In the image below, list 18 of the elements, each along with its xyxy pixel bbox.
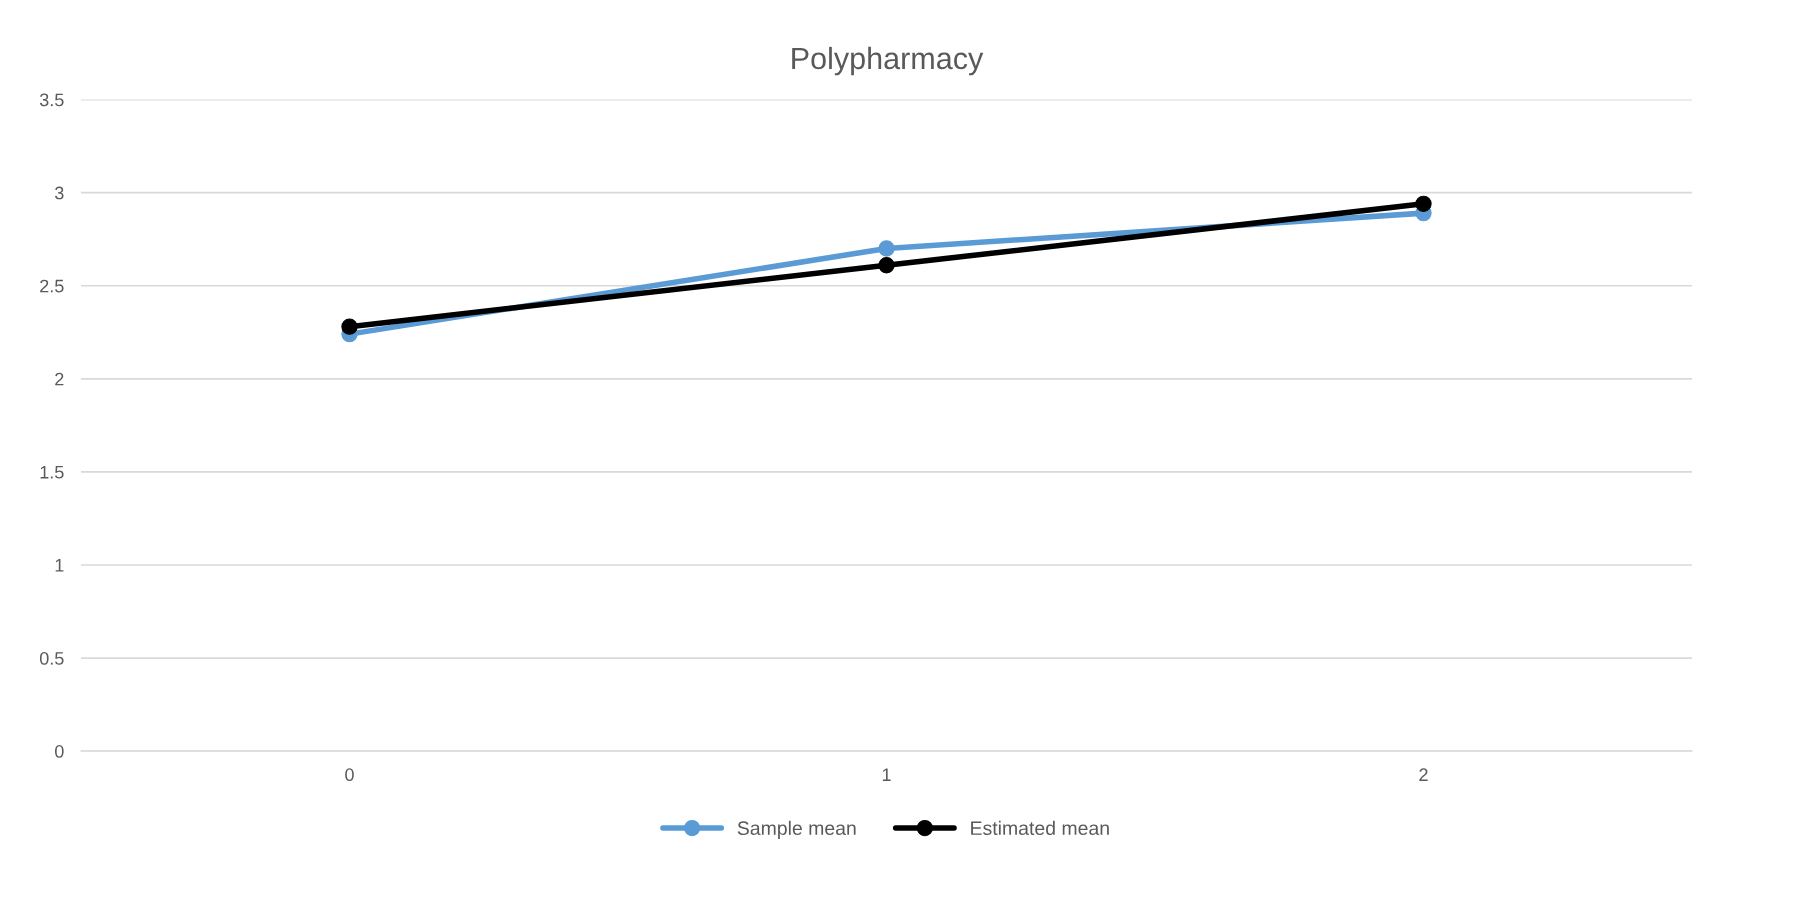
legend-label: Sample mean (737, 820, 856, 839)
point (878, 257, 895, 274)
y-tick-label: 3.5 (39, 93, 64, 107)
chart-title: Polypharmacy (792, 46, 984, 76)
y-tick-label: 3 (54, 186, 64, 200)
y-tick-label: 1.5 (40, 466, 64, 479)
legend-label: Estimated mean (971, 820, 1109, 836)
point (1415, 195, 1432, 212)
y-tick-label: 2.5 (40, 279, 64, 293)
y-tick-label: 0.5 (39, 652, 64, 665)
y-tick-label: 1 (55, 559, 64, 572)
x-tick-label: 0 (345, 768, 354, 782)
x-tick-label: 1 (882, 768, 891, 781)
point (878, 240, 895, 257)
x-tick-label: 2 (1419, 768, 1428, 781)
point (341, 318, 358, 335)
y-tick-label: 0 (55, 745, 64, 758)
y-tick-label: 2 (55, 372, 64, 386)
